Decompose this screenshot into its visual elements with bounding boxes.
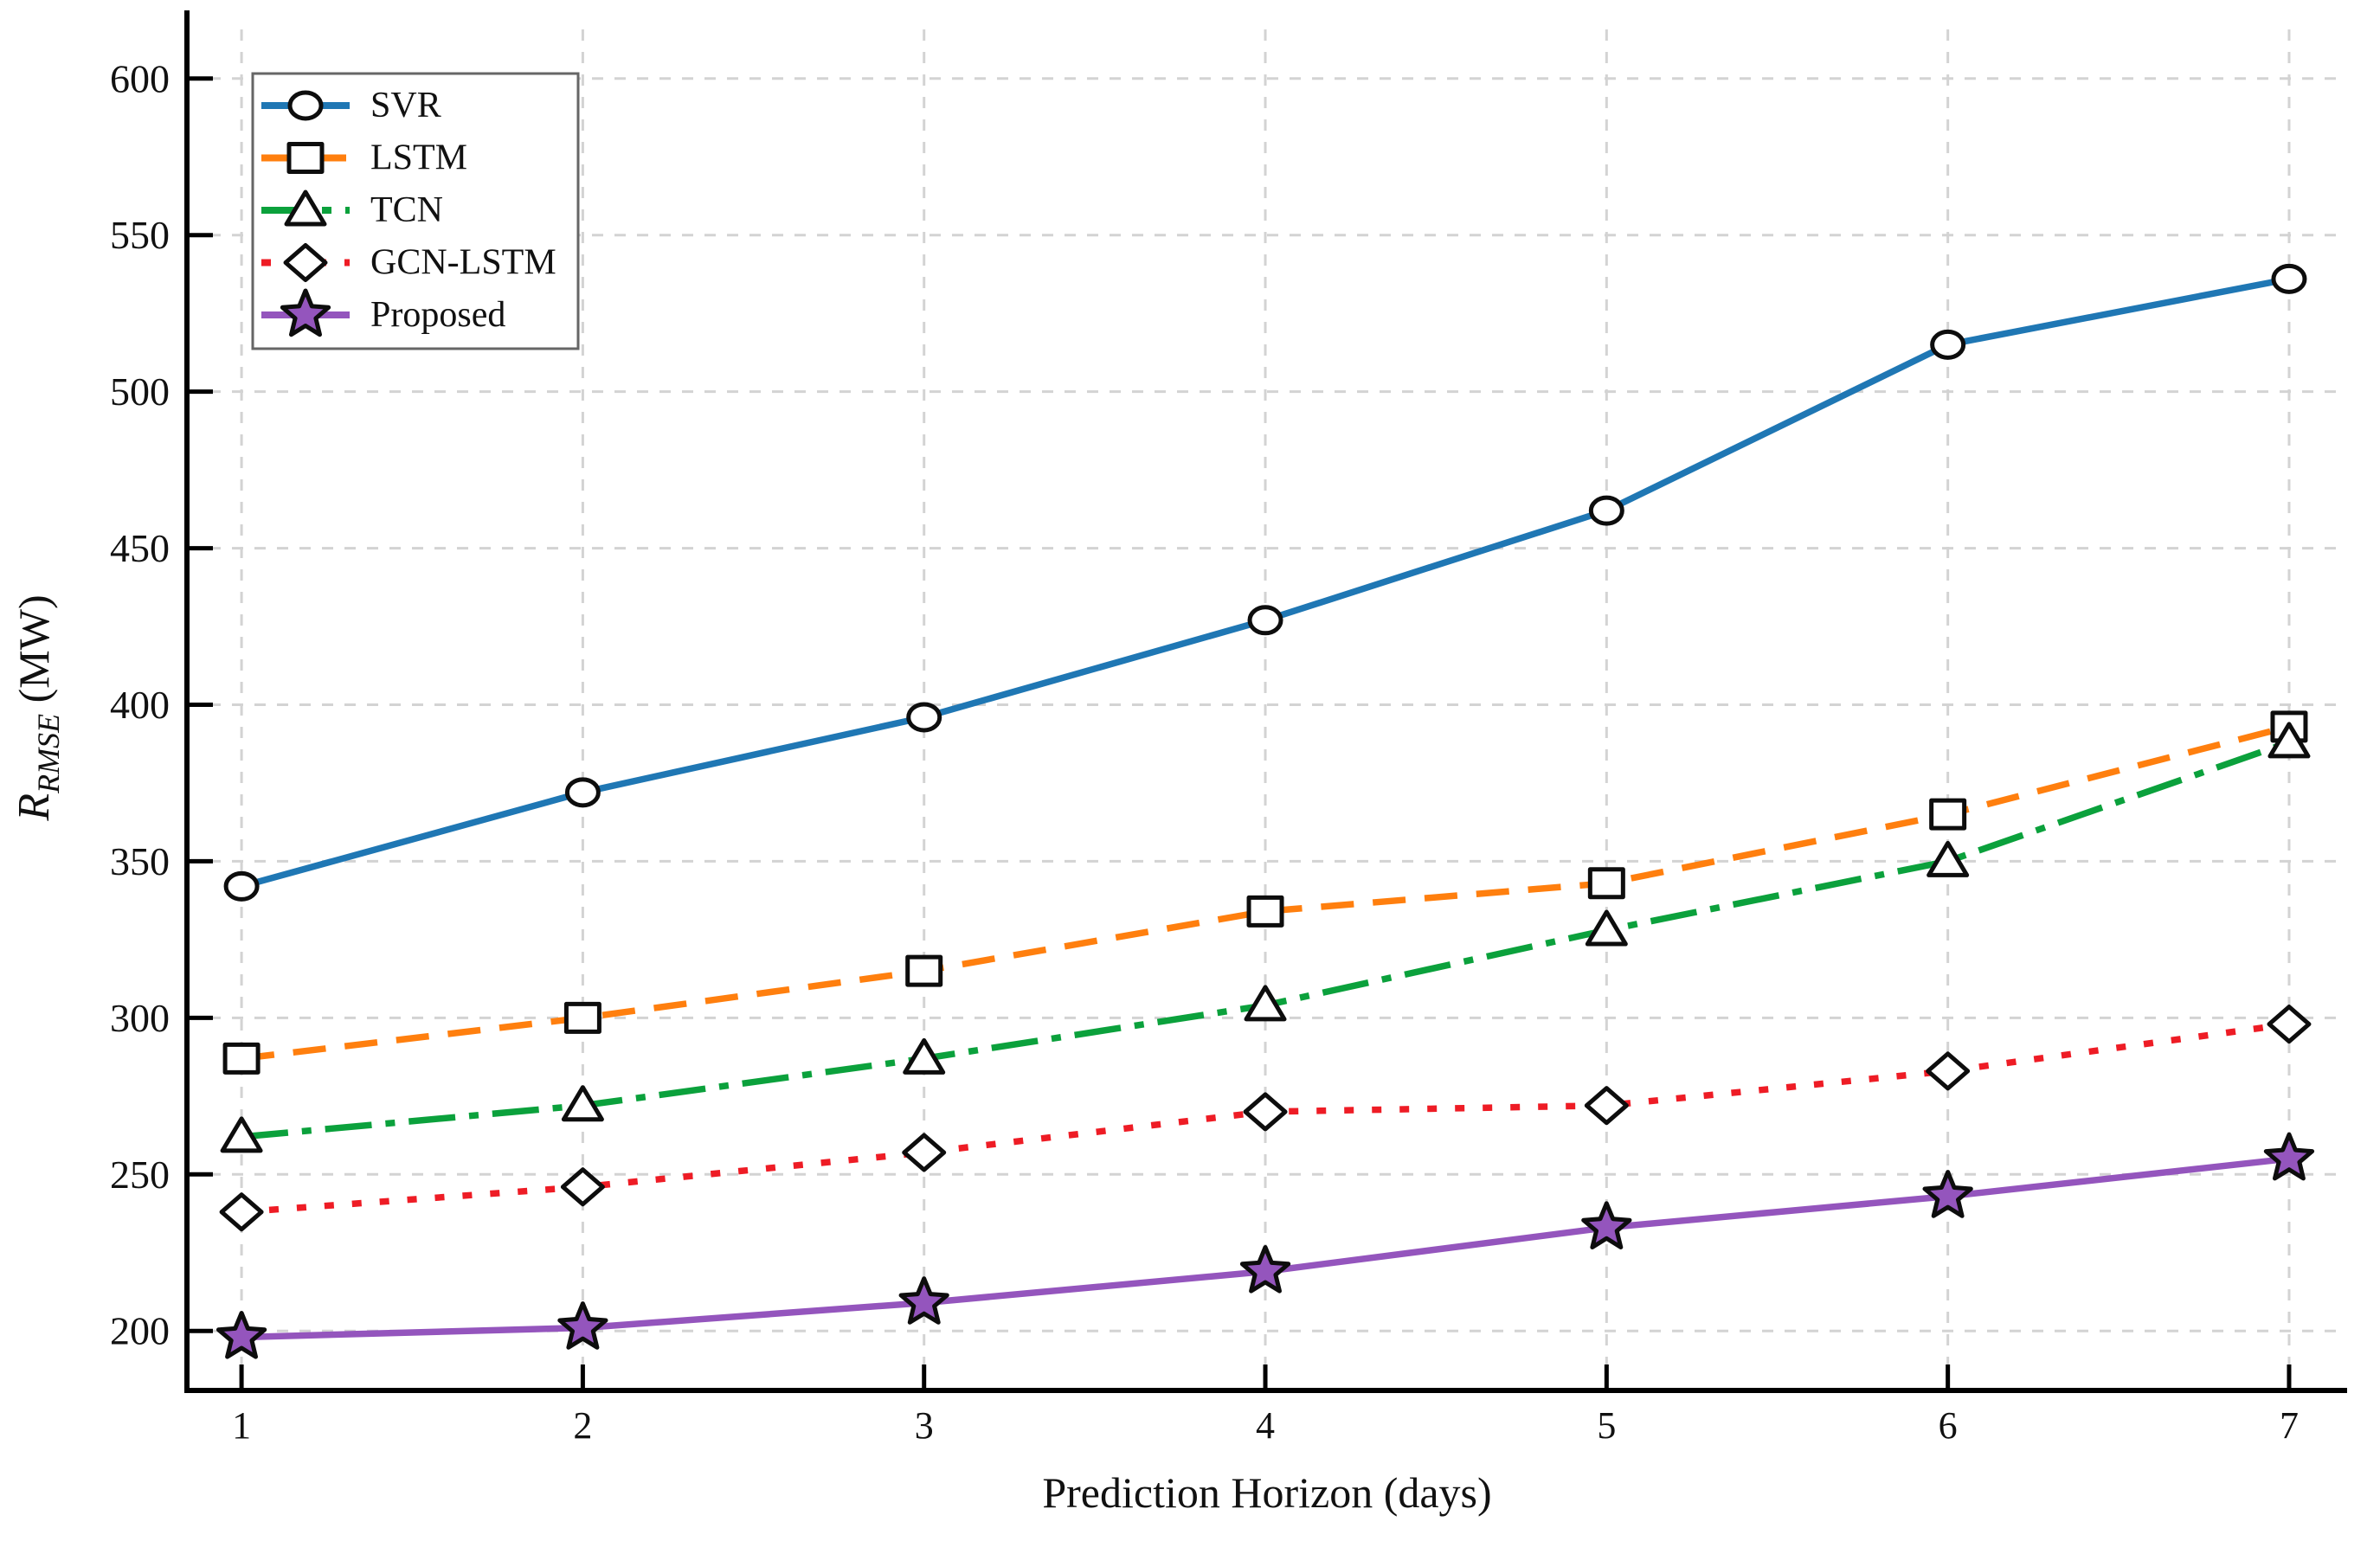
legend-item-tcn: TCN bbox=[261, 189, 443, 230]
x-tick-label: 3 bbox=[915, 1404, 934, 1447]
marker-star bbox=[557, 1301, 608, 1350]
marker-circle bbox=[1588, 495, 1624, 526]
y-tick-label: 400 bbox=[110, 683, 170, 727]
marker-star bbox=[898, 1276, 949, 1325]
marker-triangle bbox=[2267, 722, 2311, 759]
x-tick-label: 6 bbox=[1939, 1404, 1958, 1447]
legend-item-gcn-lstm: GCN-LSTM bbox=[261, 243, 556, 283]
marker-diamond bbox=[219, 1192, 264, 1232]
marker-triangle bbox=[1244, 985, 1287, 1022]
marker-triangle bbox=[903, 1037, 946, 1075]
marker-triangle bbox=[1927, 840, 1970, 877]
y-axis-label-unit: (MW) bbox=[10, 594, 58, 713]
x-tick-label: 7 bbox=[2280, 1404, 2299, 1447]
legend-label: Proposed bbox=[370, 295, 505, 335]
marker-diamond bbox=[1584, 1086, 1629, 1126]
marker-diamond bbox=[2267, 1005, 2312, 1044]
marker-square bbox=[286, 142, 325, 174]
y-tick-label: 250 bbox=[110, 1153, 170, 1197]
marker-circle bbox=[1930, 329, 1966, 360]
marker-triangle bbox=[220, 1116, 263, 1153]
y-tick-label: 350 bbox=[110, 839, 170, 883]
legend-item-lstm: LSTM bbox=[261, 138, 467, 178]
marker-diamond bbox=[1926, 1051, 1971, 1091]
y-tick-label: 500 bbox=[110, 369, 170, 414]
marker-triangle bbox=[284, 189, 327, 227]
marker-star bbox=[280, 288, 331, 337]
y-tick-label: 300 bbox=[110, 996, 170, 1040]
marker-square bbox=[1587, 867, 1625, 900]
legend-label: LSTM bbox=[370, 138, 467, 178]
marker-circle bbox=[906, 702, 942, 733]
y-tick-label: 200 bbox=[110, 1309, 170, 1353]
marker-star bbox=[1239, 1245, 1291, 1294]
marker-diamond bbox=[283, 243, 328, 282]
marker-diamond bbox=[1243, 1092, 1288, 1132]
x-tick-label: 4 bbox=[1256, 1404, 1275, 1447]
x-tick-label: 1 bbox=[232, 1404, 251, 1447]
marker-diamond bbox=[560, 1167, 605, 1207]
marker-triangle bbox=[1585, 909, 1628, 947]
x-axis-label: Prediction Horizon (days) bbox=[1042, 1468, 1491, 1517]
marker-square bbox=[222, 1042, 261, 1075]
legend-label: GCN-LSTM bbox=[370, 243, 556, 283]
marker-circle bbox=[564, 777, 601, 808]
marker-square bbox=[1246, 895, 1284, 928]
x-tick-label: 2 bbox=[573, 1404, 592, 1447]
markers-tcn bbox=[220, 722, 2311, 1153]
marker-circle bbox=[223, 870, 260, 902]
legend-label: TCN bbox=[370, 190, 443, 230]
x-tick-label: 5 bbox=[1597, 1404, 1616, 1447]
legend-label: SVR bbox=[370, 86, 441, 125]
y-tick-label: 450 bbox=[110, 526, 170, 570]
marker-star bbox=[216, 1311, 267, 1359]
markers-gcn-lstm bbox=[219, 1005, 2312, 1232]
marker-square bbox=[905, 954, 943, 987]
y-axis-label: RRMSE (MW) bbox=[10, 594, 66, 821]
marker-star bbox=[1922, 1170, 1973, 1218]
markers-svr bbox=[223, 263, 2307, 902]
marker-circle bbox=[287, 90, 324, 121]
series-markers bbox=[216, 263, 2315, 1359]
marker-square bbox=[563, 1001, 601, 1034]
axes: 200 250 300 350 400 450 500 550 600 1 2 3 4 5 6 7 Predic… bbox=[10, 10, 2347, 1517]
marker-circle bbox=[1247, 605, 1283, 636]
legend: SVR LSTM TCN GCN-LSTM Proposed bbox=[251, 72, 580, 350]
markers-lstm bbox=[222, 710, 2308, 1075]
legend-item-proposed: Proposed bbox=[261, 288, 505, 337]
y-axis-label-symbol: R bbox=[10, 793, 59, 822]
marker-diamond bbox=[902, 1133, 947, 1172]
markers-proposed bbox=[216, 1132, 2315, 1359]
marker-triangle bbox=[561, 1085, 604, 1122]
y-tick-label: 550 bbox=[110, 213, 170, 257]
marker-star bbox=[2263, 1132, 2315, 1181]
marker-square bbox=[1929, 798, 1967, 831]
marker-circle bbox=[2271, 263, 2307, 294]
y-axis-label-subscript: RMSE bbox=[31, 714, 66, 794]
y-tick-label: 600 bbox=[110, 56, 170, 100]
marker-star bbox=[1581, 1201, 1632, 1249]
legend-item-svr: SVR bbox=[261, 86, 441, 125]
